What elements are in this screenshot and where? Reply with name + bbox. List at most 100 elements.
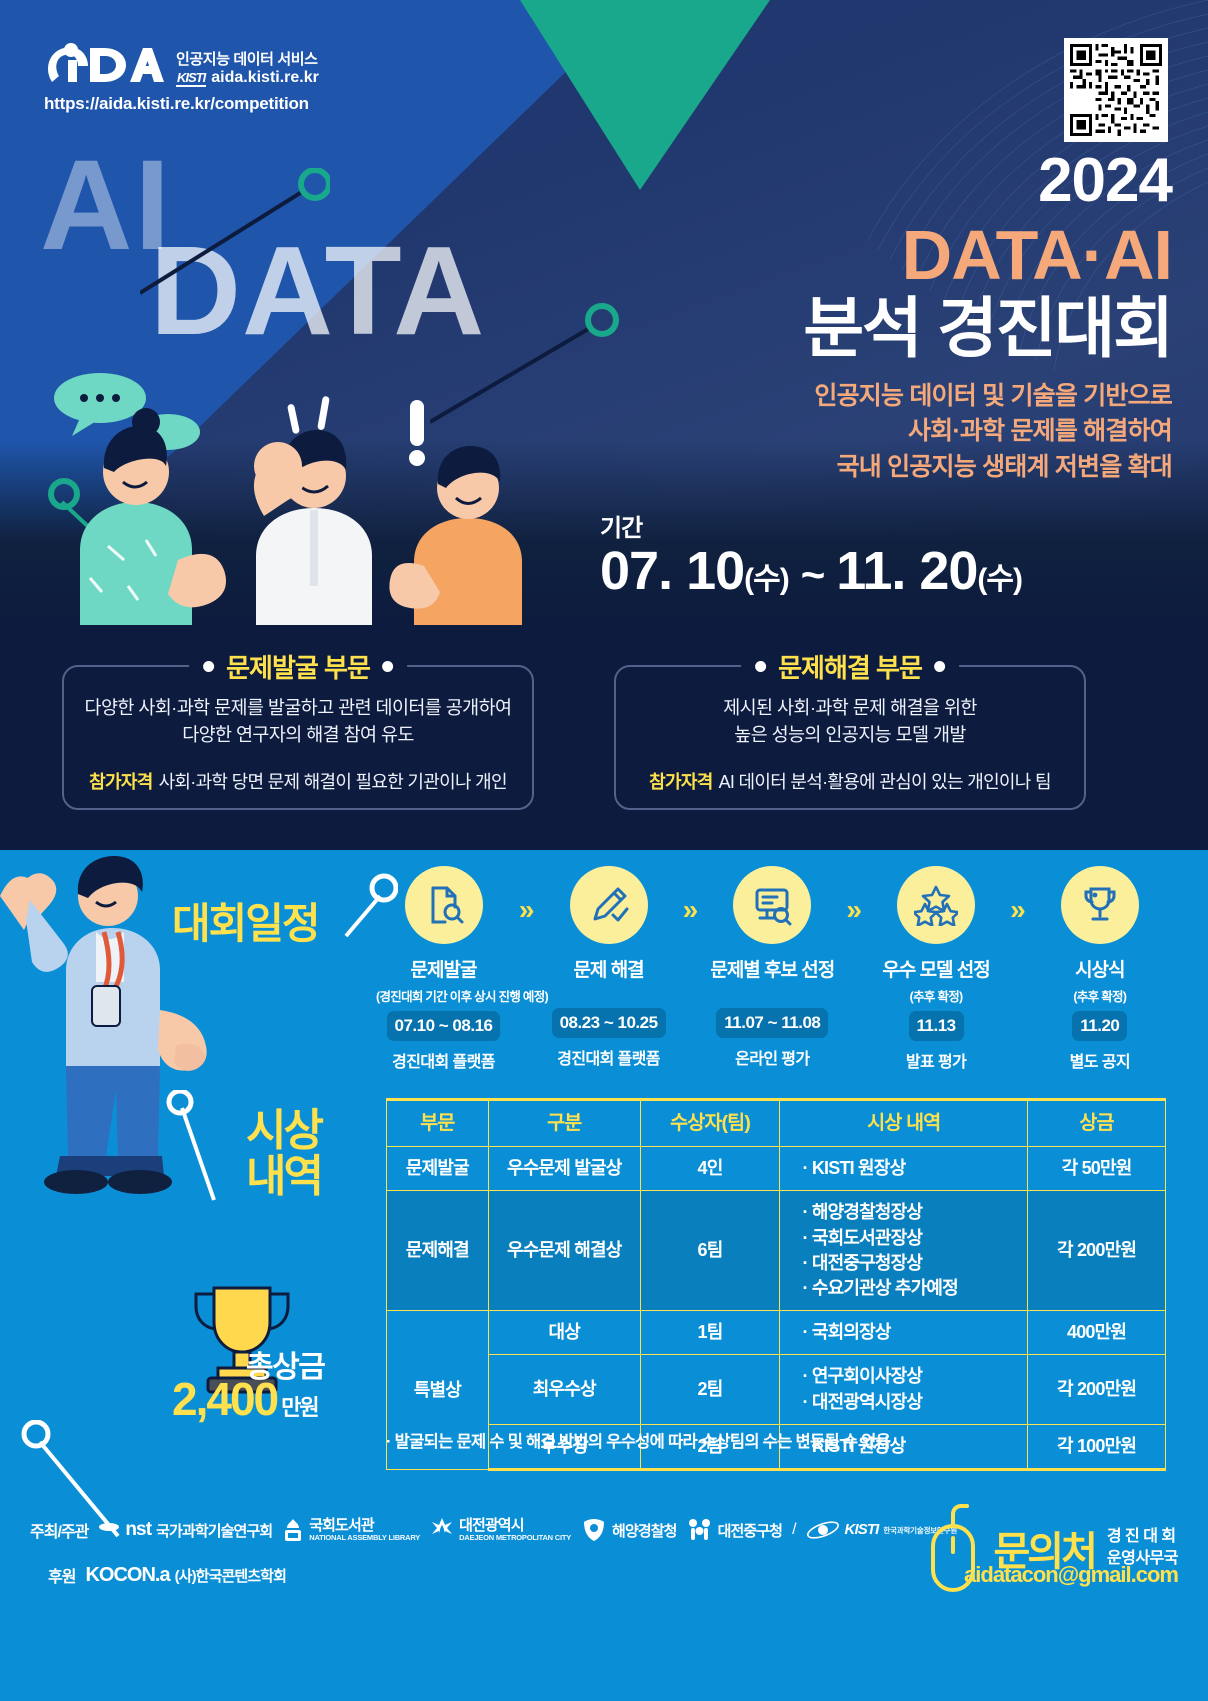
award-item: · 대전중구청장상 <box>802 1252 923 1273</box>
title-sub-line-1: 인공지능 데이터 및 기술을 기반으로 <box>814 381 1172 410</box>
step-note: (추후 확정) <box>909 990 964 1004</box>
col-part: 부문 <box>386 1097 489 1148</box>
award-item: · 해양경찰청장상 <box>802 1202 923 1223</box>
cell-money: 각 200만원 <box>1027 1354 1166 1425</box>
cell-awards: · KISTI 원장상 <box>779 1146 1029 1192</box>
cell-awards: · 해양경찰청장상 · 국회도서관장상 · 대전중구청장상 · 수요기관상 추가… <box>779 1190 1029 1312</box>
table-row: 최우수상 2팀 · 연구회이사장상 · 대전광역시장상 각 200만원 <box>387 1354 1166 1425</box>
award-item: · 국회도서관장상 <box>802 1227 923 1248</box>
step-note <box>542 986 674 1002</box>
category-section: 문제발굴 부문 다양한 사회·과학 문제를 발굴하고 관련 데이터를 공개하여 … <box>0 625 1208 850</box>
support-row: 후원 KOCON.a (사)한국콘텐츠학회 <box>48 1563 287 1587</box>
host-row: 주최/주관 nst 국가과학기술연구회 국회도서관 NATIONAL ASSEM… <box>30 1517 957 1543</box>
title-sub-line-2: 사회·과학 문제를 해결하여 <box>907 417 1173 446</box>
contact-org-line1: 경 진 대 회 <box>1106 1528 1176 1546</box>
prize-table-note: · 발굴되는 문제 수 및 해결 방법의 우수성에 따라 수상팀의 수는 변동될… <box>386 1433 891 1451</box>
trophy-icon <box>1084 887 1116 921</box>
cell-kind: 우수문제 발굴상 <box>487 1146 641 1192</box>
prize-heading-line1: 시상 <box>246 1106 324 1155</box>
category-box-solving: 문제해결 부문 제시된 사회·과학 문제 해결을 위한 높은 성능의 인공지능 … <box>614 648 1086 810</box>
bullet-dot-icon <box>933 661 945 672</box>
host-name: 대전중구청 <box>717 1522 783 1540</box>
competition-url[interactable]: https://aida.kisti.re.kr/competition <box>44 94 309 113</box>
host-name: 대전광역시 <box>459 1516 524 1534</box>
host-logo-kisti: KISTI 한국과학기술정보연구원 <box>806 1518 957 1542</box>
host-sub: 국가과학기술연구회 <box>156 1522 273 1540</box>
category-desc-line-1: 제시된 사회·과학 문제 해결을 위한 <box>723 697 977 718</box>
step-name: 문제발굴 <box>410 960 478 981</box>
category-title-solving: 문제해결 부문 <box>741 648 959 685</box>
step-place: 온라인 평가 <box>735 1051 810 1068</box>
cell-money: 각 100만원 <box>1027 1423 1166 1471</box>
period-end: 11. 20 <box>836 541 978 601</box>
host-name: 해양경찰청 <box>612 1522 677 1540</box>
category-desc-line-1: 다양한 사회·과학 문제를 발굴하고 관련 데이터를 공개하여 <box>84 697 512 718</box>
cell-winners: 4인 <box>639 1146 781 1192</box>
category-desc-line-2: 다양한 연구자의 해결 참여 유도 <box>182 724 414 745</box>
library-mark-icon <box>285 1519 302 1541</box>
step-icon-wrap <box>897 866 976 944</box>
bullet-dot-icon <box>381 661 393 672</box>
schedule-step: 문제발굴 (경진대회 기간 이후 상시 진행 예정) 07.10 ~ 08.16… <box>376 866 549 1072</box>
table-row: 문제발굴 우수문제 발굴상 4인 · KISTI 원장상 각 50만원 <box>386 1146 1166 1192</box>
qualification-text: AI 데이터 분석·활용에 관심이 있는 개인이나 팀 <box>718 772 1052 792</box>
table-row: 우수상 2팀 · KISTI 원장상 각 100만원 <box>387 1423 1166 1471</box>
host-logo-library: 국회도서관 NATIONAL ASSEMBLY LIBRARY <box>282 1517 420 1543</box>
period-start: 07. 10 <box>600 541 745 601</box>
host-label: 주최/주관 <box>30 1524 89 1541</box>
kisti-badge: KISTI <box>176 70 206 88</box>
qr-code[interactable] <box>1064 38 1168 142</box>
period-start-day: (수) <box>744 563 790 596</box>
category-box-discovery: 문제발굴 부문 다양한 사회·과학 문제를 발굴하고 관련 데이터를 공개하여 … <box>62 648 534 810</box>
cell-winners: 2팀 <box>639 1354 781 1425</box>
waving-person-illustration <box>0 856 207 1194</box>
coastguard-mark-icon <box>584 1519 605 1541</box>
cell-kind: 우수문제 해결상 <box>487 1190 641 1312</box>
host-sub: DAEJEON METROPOLITAN CITY <box>459 1533 572 1543</box>
document-search-icon <box>431 886 463 924</box>
list-search-icon <box>755 888 792 926</box>
pencil-check-icon <box>593 887 629 922</box>
col-kind: 구분 <box>487 1097 641 1148</box>
category-title-discovery: 문제발굴 부문 <box>189 648 407 685</box>
total-prize-label: 총상금 <box>246 1351 326 1384</box>
step-date-chip: 11.13 <box>908 1011 964 1041</box>
ghost-text-ai: AI <box>40 134 172 277</box>
daejeon-mark-icon <box>432 1518 453 1539</box>
host-name: nst <box>125 1519 152 1540</box>
table-row: 문제해결 우수문제 해결상 6팀 · 해양경찰청장상 · 국회도서관장상 · 대… <box>386 1190 1166 1312</box>
decor-pin-line-blue-2 <box>21 1420 120 1538</box>
table-header-row: 부문 구분 수상자(팀) 시상 내역 상금 <box>386 1097 1166 1148</box>
bullet-dot-icon <box>203 661 215 672</box>
total-amount-value: 2,400 <box>172 1373 279 1425</box>
footer-section: 주최/주관 nst 국가과학기술연구회 국회도서관 NATIONAL ASSEM… <box>0 1495 1208 1701</box>
cell-awards: · 연구회이사장상 · 대전광역시장상 <box>779 1354 1029 1425</box>
award-item: · 대전광역시장상 <box>802 1391 923 1412</box>
cell-awards: · KISTI 원장상 <box>779 1423 1029 1471</box>
step-chevron-icon: » <box>682 894 699 925</box>
step-date-chip: 11.07 ~ 11.08 <box>716 1008 829 1038</box>
host-logo-coastguard: 해양경찰청 <box>581 1517 677 1543</box>
brand-tagline: 인공지능 데이터 서비스 <box>176 51 318 69</box>
cell-winners: 6팀 <box>639 1190 781 1312</box>
contact-org-line2: 운영사무국 <box>1106 1550 1179 1567</box>
col-money: 상금 <box>1027 1097 1166 1148</box>
step-place: 경진대회 플랫폼 <box>392 1054 495 1071</box>
step-date-chip: 08.23 ~ 10.25 <box>551 1008 666 1038</box>
period-tilde: ~ <box>800 551 826 598</box>
title-sub-line-3: 국내 인공지능 생태계 저변을 확대 <box>836 452 1173 481</box>
title-main-en: DATA·AI <box>901 216 1173 294</box>
host-name: KISTI <box>844 1520 880 1538</box>
period-label: 기간 <box>600 515 643 542</box>
qualification-label: 참가자격 <box>89 772 153 792</box>
prize-heading: 시상 내역 <box>246 1106 324 1200</box>
prize-table: 부문 구분 수상자(팀) 시상 내역 상금 문제발굴 우수문제 발굴상 4인 ·… <box>386 1097 1166 1471</box>
total-amount-unit: 만원 <box>281 1395 320 1420</box>
qualification-label: 참가자격 <box>649 772 713 792</box>
kisti-mark-icon <box>806 1521 839 1539</box>
contact-email[interactable]: aidatacon@gmail.com <box>964 1562 1179 1587</box>
poster-title: 2024 DATA·AI 분석 경진대회 인공지능 데이터 및 기술을 기반으로… <box>803 150 1174 485</box>
schedule-steps: 문제발굴 (경진대회 기간 이후 상시 진행 예정) 07.10 ~ 08.16… <box>376 866 1166 1072</box>
host-logo-nst: nst 국가과학기술연구회 <box>98 1519 273 1541</box>
col-awards: 시상 내역 <box>779 1097 1029 1148</box>
